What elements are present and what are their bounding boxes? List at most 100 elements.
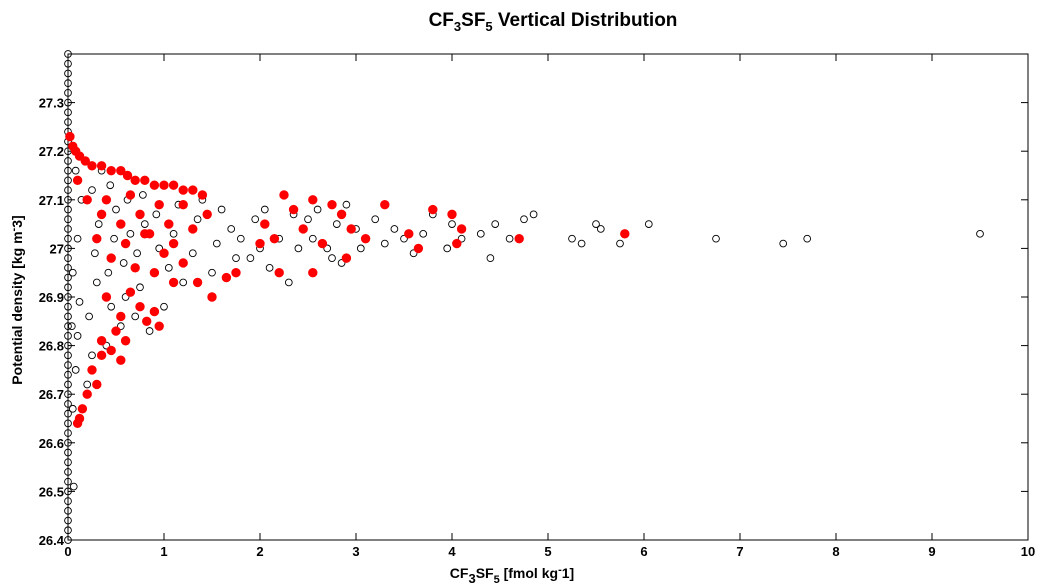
filled-data-point (192, 277, 203, 288)
open-data-point (246, 254, 255, 262)
open-data-point (64, 526, 72, 535)
open-data-point (64, 263, 72, 272)
open-data-point (371, 215, 380, 224)
open-data-point (136, 283, 144, 292)
open-data-point (116, 322, 125, 331)
filled-data-point (202, 209, 212, 220)
open-data-point (64, 370, 72, 379)
open-data-point (476, 229, 485, 238)
open-data-point (92, 278, 101, 287)
filled-data-point (96, 350, 107, 361)
filled-data-point (360, 233, 371, 244)
open-data-point (64, 380, 72, 389)
x-tick-label: 7 (736, 544, 743, 559)
open-data-point (265, 263, 274, 272)
filled-data-point (197, 190, 208, 200)
open-data-point (179, 278, 188, 287)
open-data-point (616, 239, 624, 248)
open-data-point (803, 234, 812, 243)
open-data-point (64, 59, 72, 68)
open-data-point (529, 210, 538, 219)
open-data-point (313, 205, 322, 214)
filled-data-point (178, 199, 188, 210)
x-tick-label: 5 (544, 544, 551, 559)
x-tick-label: 10 (1021, 544, 1035, 559)
open-data-point (64, 312, 72, 321)
open-data-point (491, 220, 500, 228)
filled-data-point (260, 219, 270, 229)
open-data-point (64, 166, 72, 175)
filled-data-point (269, 233, 280, 244)
filled-data-point (116, 165, 126, 176)
filled-data-point (149, 180, 160, 190)
open-data-point (577, 239, 586, 248)
filled-data-point (413, 243, 424, 254)
filled-data-point (380, 199, 390, 210)
open-data-point (64, 302, 72, 311)
open-data-point (126, 229, 135, 238)
open-data-point (251, 215, 260, 224)
open-data-point (232, 254, 240, 262)
open-data-point (64, 186, 72, 194)
filled-circle-series (65, 131, 630, 429)
open-data-point (64, 536, 72, 544)
x-tick-label: 8 (832, 544, 839, 559)
open-data-point (102, 341, 111, 350)
open-data-point (140, 220, 149, 228)
filled-data-point (288, 204, 299, 215)
open-data-point (160, 302, 168, 311)
filled-data-point (96, 161, 107, 171)
filled-data-point (159, 180, 169, 190)
filled-data-point (142, 316, 152, 327)
open-data-point (169, 229, 178, 238)
open-data-point (294, 244, 303, 253)
open-data-point (260, 205, 269, 214)
open-data-point (94, 220, 103, 228)
open-data-point (486, 254, 495, 262)
open-data-point (75, 298, 84, 306)
open-data-point (976, 229, 984, 238)
y-tick-labels: 26.4 26.5 26.6 26.7 26.8 26.9 27 27.1 27.2 27.3 (39, 96, 65, 548)
open-data-point (88, 351, 96, 360)
open-data-point (85, 312, 93, 321)
open-data-point (568, 234, 576, 243)
open-data-point (505, 234, 514, 243)
open-data-point (83, 380, 92, 389)
open-data-point (332, 220, 341, 228)
y-tick-label: 26.6 (39, 436, 64, 451)
open-data-point (68, 268, 77, 277)
filled-data-point (120, 238, 131, 249)
open-data-point (323, 244, 332, 253)
open-data-point (64, 98, 72, 107)
filled-data-point (178, 258, 188, 268)
filled-data-point (346, 224, 356, 234)
open-data-point (457, 234, 466, 243)
open-data-point (106, 181, 115, 190)
open-data-point (71, 366, 80, 374)
filled-data-point (122, 170, 133, 181)
filled-data-point (106, 165, 116, 176)
filled-data-point (327, 199, 337, 210)
open-data-point (64, 351, 72, 360)
open-data-point (64, 477, 72, 486)
open-data-point (64, 390, 72, 399)
x-tick-label: 1 (160, 544, 167, 559)
filled-data-point (317, 238, 328, 249)
filled-data-point (404, 229, 414, 239)
open-data-point (779, 239, 788, 248)
open-data-point (64, 341, 72, 350)
filled-data-point (106, 345, 116, 356)
open-data-point (64, 50, 72, 58)
filled-data-point (255, 238, 265, 249)
filled-data-point (178, 185, 188, 195)
open-data-point (73, 332, 82, 340)
open-data-point (217, 205, 226, 214)
open-data-point (64, 254, 72, 262)
open-data-point (64, 468, 72, 476)
plot-area (67, 53, 1029, 541)
y-tick-label: 26.9 (39, 290, 64, 305)
open-data-point (67, 322, 76, 331)
open-data-point (64, 89, 72, 97)
open-data-point (64, 409, 72, 418)
